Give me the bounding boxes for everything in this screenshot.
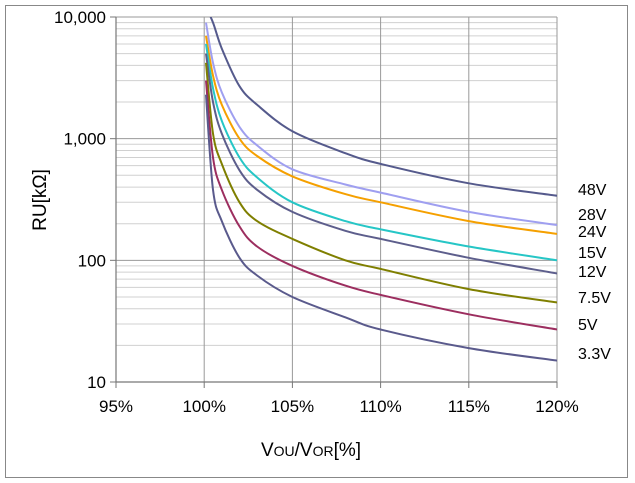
series-group [205,17,557,362]
series-line-28V [205,22,557,226]
y-tick-label: 1,000 [63,130,106,149]
series-line-3_3V [205,94,557,362]
series-line-15V [205,43,557,262]
y-tick-labels: 10 100 1,000 10,000 [54,8,106,392]
series-line-48V [209,17,557,197]
x-tick-label: 120% [535,397,578,416]
x-tick-labels: 95% 100% 105% 110% 115% 120% [99,397,579,416]
series-line-7_5V [205,62,557,304]
y-tick-label: 10,000 [54,8,106,27]
y-tick-label: 100 [78,251,106,270]
series-label-3_3V: 3.3V [578,346,611,363]
x-tick-label: 95% [99,397,133,416]
x-tick-label: 100% [182,397,225,416]
series-line-24V [205,35,557,235]
y-tick-label: 10 [87,373,106,392]
series-line-5V [205,80,557,331]
series-label-7_5V: 7.5V [578,290,611,307]
x-axis-title: VOU/VOR[%] [261,440,361,461]
x-tick-label: 110% [359,397,401,416]
series-label-28V: 28V [578,207,607,224]
x-tick-label: 115% [448,397,490,416]
series-label-24V: 24V [578,224,607,241]
grid [115,16,558,383]
series-line-12V [205,53,557,275]
series-label-12V: 12V [578,264,607,281]
x-tick-label: 105% [271,397,314,416]
series-label-48V: 48V [578,182,607,199]
series-label-15V: 15V [578,245,607,262]
y-axis-title: RU[kΩ] [30,169,51,231]
chart-border [5,5,628,478]
plot-area [110,16,558,388]
series-label-5V: 5V [578,317,598,334]
